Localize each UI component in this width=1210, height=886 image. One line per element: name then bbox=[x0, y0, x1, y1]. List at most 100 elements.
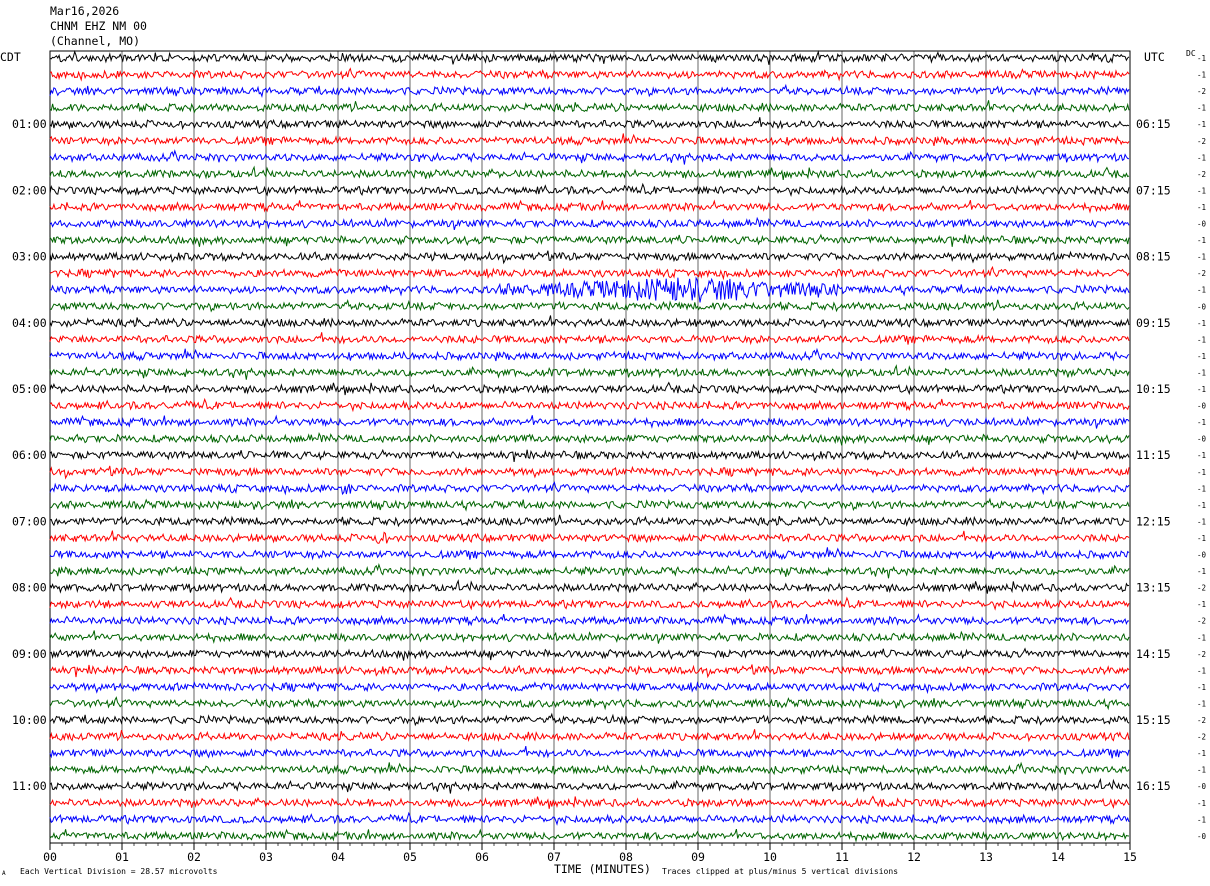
dc-offset-label: -2 bbox=[1197, 269, 1206, 278]
dc-offset-label: -2 bbox=[1197, 716, 1206, 725]
seismic-trace bbox=[49, 182, 1130, 197]
x-axis-title: TIME (MINUTES) bbox=[554, 862, 651, 876]
x-tick-label: 10 bbox=[763, 850, 777, 864]
seismic-trace bbox=[49, 414, 1130, 429]
x-tick-label: 12 bbox=[907, 850, 921, 864]
left-hour-label: 10:00 bbox=[12, 713, 47, 727]
scale-note: Each Vertical Division = 28.57 microvolt… bbox=[20, 867, 218, 876]
x-tick-label: 05 bbox=[403, 850, 417, 864]
plot-header: Mar16,2026 CHNM EHZ NM 00 (Channel, MO) bbox=[50, 4, 147, 49]
right-hour-label: 14:15 bbox=[1136, 647, 1171, 661]
dc-offset-label: -0 bbox=[1197, 220, 1207, 229]
dc-offset-label: -1 bbox=[1197, 385, 1206, 394]
seismic-trace bbox=[49, 233, 1130, 247]
header-date: Mar16,2026 bbox=[50, 4, 120, 18]
x-tick-label: 13 bbox=[979, 850, 993, 864]
dc-offset-label: -1 bbox=[1197, 71, 1206, 80]
seismic-trace bbox=[49, 481, 1130, 496]
seismic-trace bbox=[49, 397, 1130, 413]
left-hour-label: 07:00 bbox=[12, 514, 47, 528]
right-hour-label: 11:15 bbox=[1136, 448, 1171, 462]
seismic-trace bbox=[49, 613, 1130, 627]
seismic-trace bbox=[49, 596, 1130, 611]
seismic-trace bbox=[49, 680, 1130, 695]
dc-offset-label: -1 bbox=[1197, 501, 1206, 510]
seismic-trace bbox=[49, 729, 1130, 743]
dc-offset-label: -1 bbox=[1197, 468, 1206, 477]
dc-offset-label: -1 bbox=[1197, 815, 1206, 824]
seismic-trace bbox=[49, 448, 1130, 462]
right-hour-label: 06:15 bbox=[1136, 117, 1171, 131]
dc-offset-label: -0 bbox=[1197, 832, 1207, 841]
x-tick-label: 14 bbox=[1051, 850, 1065, 864]
dc-offset-label: -1 bbox=[1197, 104, 1206, 113]
dc-offset-label: -0 bbox=[1197, 402, 1207, 411]
right-timezone-label: UTC bbox=[1144, 50, 1165, 64]
seismic-trace bbox=[49, 250, 1130, 265]
dc-offset-label: -1 bbox=[1197, 517, 1206, 526]
dc-offset-label: -0 bbox=[1197, 435, 1207, 444]
seismic-trace bbox=[49, 745, 1130, 760]
x-tick-label: 03 bbox=[259, 850, 273, 864]
dc-offset-label: -1 bbox=[1197, 766, 1206, 775]
x-tick-label: 00 bbox=[43, 850, 57, 864]
seismic-trace bbox=[49, 298, 1130, 313]
left-hour-label: 06:00 bbox=[12, 448, 47, 462]
seismic-trace bbox=[49, 117, 1130, 130]
dc-offset-label: -1 bbox=[1197, 319, 1206, 328]
dc-offset-label: -2 bbox=[1197, 170, 1206, 179]
left-hour-label: 03:00 bbox=[12, 250, 47, 264]
dc-offset-label: -1 bbox=[1197, 600, 1206, 609]
left-hour-label: 05:00 bbox=[12, 382, 47, 396]
seismic-trace bbox=[49, 761, 1130, 776]
seismic-trace bbox=[49, 465, 1130, 480]
left-hour-label: 11:00 bbox=[12, 779, 47, 793]
dc-offset-label: -0 bbox=[1197, 782, 1207, 791]
seismic-trace bbox=[49, 547, 1130, 561]
seismic-trace bbox=[49, 100, 1130, 114]
dc-offset-label: -2 bbox=[1197, 87, 1206, 96]
seismic-trace bbox=[49, 149, 1130, 165]
seismic-trace bbox=[49, 563, 1130, 579]
right-hour-label: 08:15 bbox=[1136, 250, 1171, 264]
dc-offset-label: -0 bbox=[1197, 302, 1207, 311]
seismic-trace bbox=[49, 828, 1130, 843]
dc-offset-label: -1 bbox=[1197, 253, 1206, 262]
dc-offset-label: -1 bbox=[1197, 335, 1206, 344]
left-timezone-label: CDT bbox=[0, 50, 21, 64]
dc-offset-label: -1 bbox=[1197, 534, 1206, 543]
seismic-trace bbox=[49, 530, 1130, 544]
x-tick-label: 04 bbox=[331, 850, 345, 864]
dc-offset-label: -2 bbox=[1197, 137, 1206, 146]
dc-offset-label: -2 bbox=[1197, 584, 1206, 593]
seismic-trace bbox=[49, 696, 1130, 711]
seismic-trace bbox=[49, 332, 1130, 346]
seismic-trace bbox=[49, 276, 1130, 303]
right-hour-label: 07:15 bbox=[1136, 183, 1171, 197]
dc-offset-label: -1 bbox=[1197, 418, 1206, 427]
header-station: CHNM EHZ NM 00 bbox=[50, 19, 147, 33]
dc-label: DC bbox=[1186, 49, 1196, 58]
seismic-trace bbox=[49, 777, 1130, 794]
seismic-trace bbox=[49, 347, 1130, 362]
left-hour-label: 08:00 bbox=[12, 581, 47, 595]
dc-offset-label: -1 bbox=[1197, 683, 1206, 692]
right-hour-label: 16:15 bbox=[1136, 779, 1171, 793]
header-channel-note: (Channel, MO) bbox=[50, 34, 141, 48]
dc-offset-label: -1 bbox=[1197, 54, 1206, 63]
seismic-trace bbox=[49, 381, 1130, 396]
seismic-trace bbox=[49, 216, 1130, 231]
dc-offset-label: -1 bbox=[1197, 153, 1206, 162]
dc-offset-label: -1 bbox=[1197, 368, 1206, 377]
seismic-trace bbox=[49, 630, 1130, 645]
dc-offset-label: -1 bbox=[1197, 799, 1206, 808]
x-tick-label: 06 bbox=[475, 850, 489, 864]
dc-offset-label: -1 bbox=[1197, 286, 1206, 295]
dc-offset-label: -2 bbox=[1197, 733, 1206, 742]
right-hour-label: 12:15 bbox=[1136, 514, 1171, 528]
seismic-trace bbox=[49, 497, 1130, 512]
corner-mark: A bbox=[2, 870, 6, 877]
dc-offset-label: -1 bbox=[1197, 451, 1206, 460]
x-tick-label: 07 bbox=[547, 850, 561, 864]
